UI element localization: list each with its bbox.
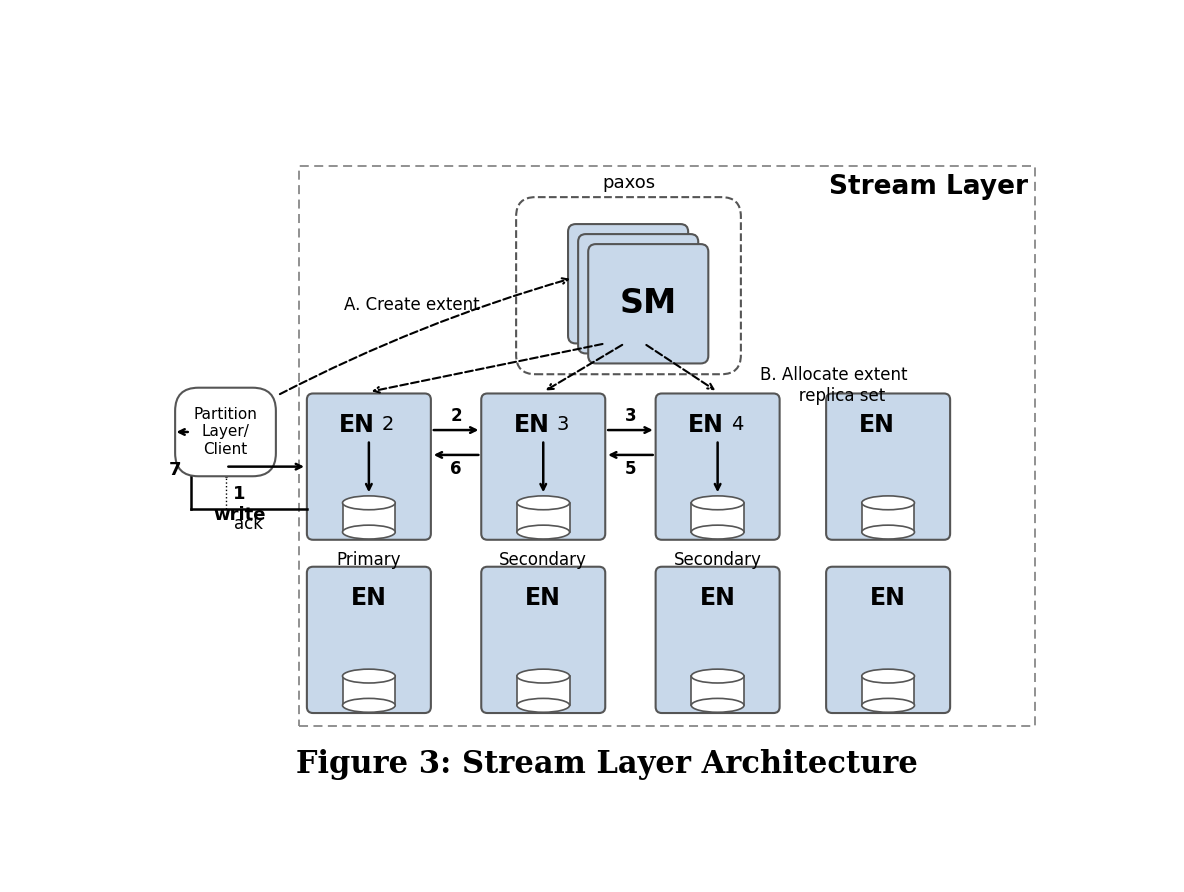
- Ellipse shape: [517, 669, 570, 683]
- Polygon shape: [342, 503, 395, 533]
- Text: 2: 2: [382, 415, 394, 434]
- Ellipse shape: [517, 525, 570, 539]
- Text: ack: ack: [234, 516, 263, 533]
- Text: EN: EN: [350, 586, 387, 610]
- Polygon shape: [691, 676, 744, 706]
- FancyBboxPatch shape: [588, 244, 708, 363]
- Ellipse shape: [862, 496, 914, 509]
- Text: EN: EN: [514, 413, 549, 437]
- Text: EN: EN: [700, 586, 735, 610]
- FancyBboxPatch shape: [826, 393, 950, 540]
- Ellipse shape: [342, 525, 395, 539]
- Text: EN: EN: [870, 586, 906, 610]
- Text: Primary: Primary: [336, 551, 401, 569]
- Polygon shape: [691, 503, 744, 533]
- Text: Partition
Layer/
Client: Partition Layer/ Client: [193, 407, 257, 457]
- Text: 5: 5: [625, 460, 636, 478]
- Text: paxos: paxos: [601, 174, 655, 192]
- FancyBboxPatch shape: [578, 234, 699, 353]
- Polygon shape: [517, 503, 570, 533]
- Ellipse shape: [862, 525, 914, 539]
- Ellipse shape: [517, 698, 570, 712]
- Polygon shape: [342, 676, 395, 706]
- Polygon shape: [517, 676, 570, 706]
- Ellipse shape: [342, 496, 395, 509]
- Ellipse shape: [691, 698, 744, 712]
- Text: B. Allocate extent
   replica set: B. Allocate extent replica set: [760, 367, 908, 405]
- Text: A. Create extent: A. Create extent: [343, 296, 480, 314]
- FancyBboxPatch shape: [516, 197, 741, 375]
- Text: 1
write: 1 write: [213, 485, 265, 524]
- FancyBboxPatch shape: [656, 566, 779, 713]
- FancyBboxPatch shape: [307, 566, 431, 713]
- Text: Stream Layer: Stream Layer: [829, 174, 1028, 200]
- FancyBboxPatch shape: [826, 566, 950, 713]
- Polygon shape: [862, 676, 914, 706]
- Text: EN: EN: [858, 413, 894, 437]
- FancyBboxPatch shape: [481, 566, 605, 713]
- Text: 3: 3: [556, 415, 568, 434]
- Text: EN: EN: [688, 413, 723, 437]
- FancyBboxPatch shape: [568, 224, 688, 343]
- Text: Secondary: Secondary: [500, 551, 587, 569]
- Ellipse shape: [691, 669, 744, 683]
- Ellipse shape: [342, 698, 395, 712]
- Text: 3: 3: [625, 407, 636, 425]
- Text: EN: EN: [526, 586, 561, 610]
- Text: 2: 2: [450, 407, 462, 425]
- Text: 6: 6: [450, 460, 462, 478]
- Polygon shape: [862, 503, 914, 533]
- Ellipse shape: [862, 669, 914, 683]
- FancyBboxPatch shape: [175, 388, 276, 476]
- Text: 4: 4: [731, 415, 744, 434]
- Text: Secondary: Secondary: [674, 551, 761, 569]
- FancyBboxPatch shape: [307, 393, 431, 540]
- Text: 7: 7: [169, 461, 181, 480]
- Ellipse shape: [342, 669, 395, 683]
- Ellipse shape: [691, 496, 744, 509]
- FancyBboxPatch shape: [656, 393, 779, 540]
- Ellipse shape: [517, 496, 570, 509]
- FancyBboxPatch shape: [481, 393, 605, 540]
- Text: Figure 3: Stream Layer Architecture: Figure 3: Stream Layer Architecture: [296, 749, 918, 780]
- Text: EN: EN: [340, 413, 375, 437]
- Ellipse shape: [691, 525, 744, 539]
- Ellipse shape: [862, 698, 914, 712]
- Text: SM: SM: [620, 287, 677, 320]
